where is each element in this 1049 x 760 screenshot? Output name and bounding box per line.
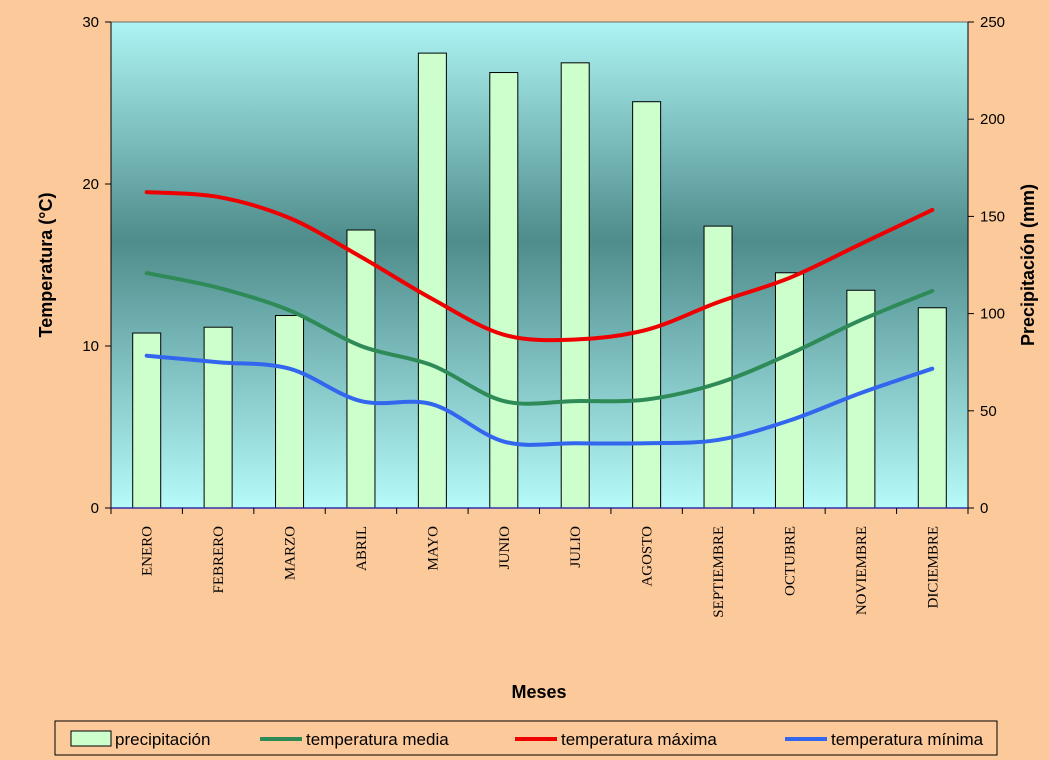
x-tick-label-octubre: OCTUBRE <box>782 526 798 596</box>
precip-bar-mayo <box>417 52 447 509</box>
legend-swatch-precipitacion <box>70 730 112 747</box>
y-right-tick-label: 200 <box>980 111 1005 128</box>
precip-bar-febrero <box>203 326 233 509</box>
legend-label-precipitacion: precipitación <box>115 730 210 749</box>
y-right-tick-label: 250 <box>980 14 1005 31</box>
x-axis-title: Meses <box>511 682 566 702</box>
y-right-tick-label: 100 <box>980 306 1005 323</box>
temp-media-line <box>144 271 935 406</box>
legend-label-minima: temperatura mínima <box>831 730 984 749</box>
precip-bar-julio <box>560 62 590 509</box>
legend: precipitación temperatura media temperatur… <box>54 720 998 756</box>
y-axis-left-title: Temperatura (°C) <box>36 193 56 338</box>
x-tick-label-marzo: MARZO <box>283 526 299 580</box>
y-left-tick-label: 10 <box>82 338 99 355</box>
x-tick-label-diciembre: DICIEMBRE <box>925 526 941 609</box>
x-tick-label-julio: JULIO <box>568 526 584 568</box>
y-right-tick-label: 150 <box>980 208 1005 225</box>
precip-bar-marzo <box>275 315 305 509</box>
x-tick-label-noviembre: NOVIEMBRE <box>854 526 870 615</box>
x-tick-label-mayo: MAYO <box>425 526 441 571</box>
x-tick-label-junio: JUNIO <box>497 526 513 569</box>
x-tick-label-abril: ABRIL <box>354 526 370 571</box>
legend-label-maxima: temperatura máxima <box>561 730 717 749</box>
x-tick-label-septiembre: SEPTIEMBRE <box>711 526 727 618</box>
y-axis-right-title: Precipitación (mm) <box>1018 184 1038 346</box>
precip-bar-agosto <box>632 101 662 509</box>
precip-bar-noviembre <box>846 289 876 509</box>
plot-area <box>110 21 969 509</box>
temp-maxima-line <box>144 190 935 343</box>
precip-bar-diciembre <box>917 307 947 509</box>
y-right-tick-label: 0 <box>980 500 988 517</box>
precip-bar-junio <box>489 72 519 509</box>
y-left-tick-label: 0 <box>91 500 99 517</box>
x-tick-label-agosto: AGOSTO <box>640 526 656 587</box>
precip-bar-septiembre <box>703 225 733 509</box>
temp-minima-line <box>144 353 935 447</box>
x-tick-label-febrero: FEBRERO <box>211 526 227 594</box>
y-right-tick-label: 50 <box>980 403 997 420</box>
legend-label-media: temperatura media <box>306 730 449 749</box>
y-left-tick-label: 30 <box>82 14 99 31</box>
precip-bar-abril <box>346 229 376 509</box>
precip-bar-enero <box>132 332 162 509</box>
precip-bar-octubre <box>774 272 804 509</box>
y-left-tick-label: 20 <box>82 176 99 193</box>
x-tick-label-enero: ENERO <box>140 526 156 576</box>
